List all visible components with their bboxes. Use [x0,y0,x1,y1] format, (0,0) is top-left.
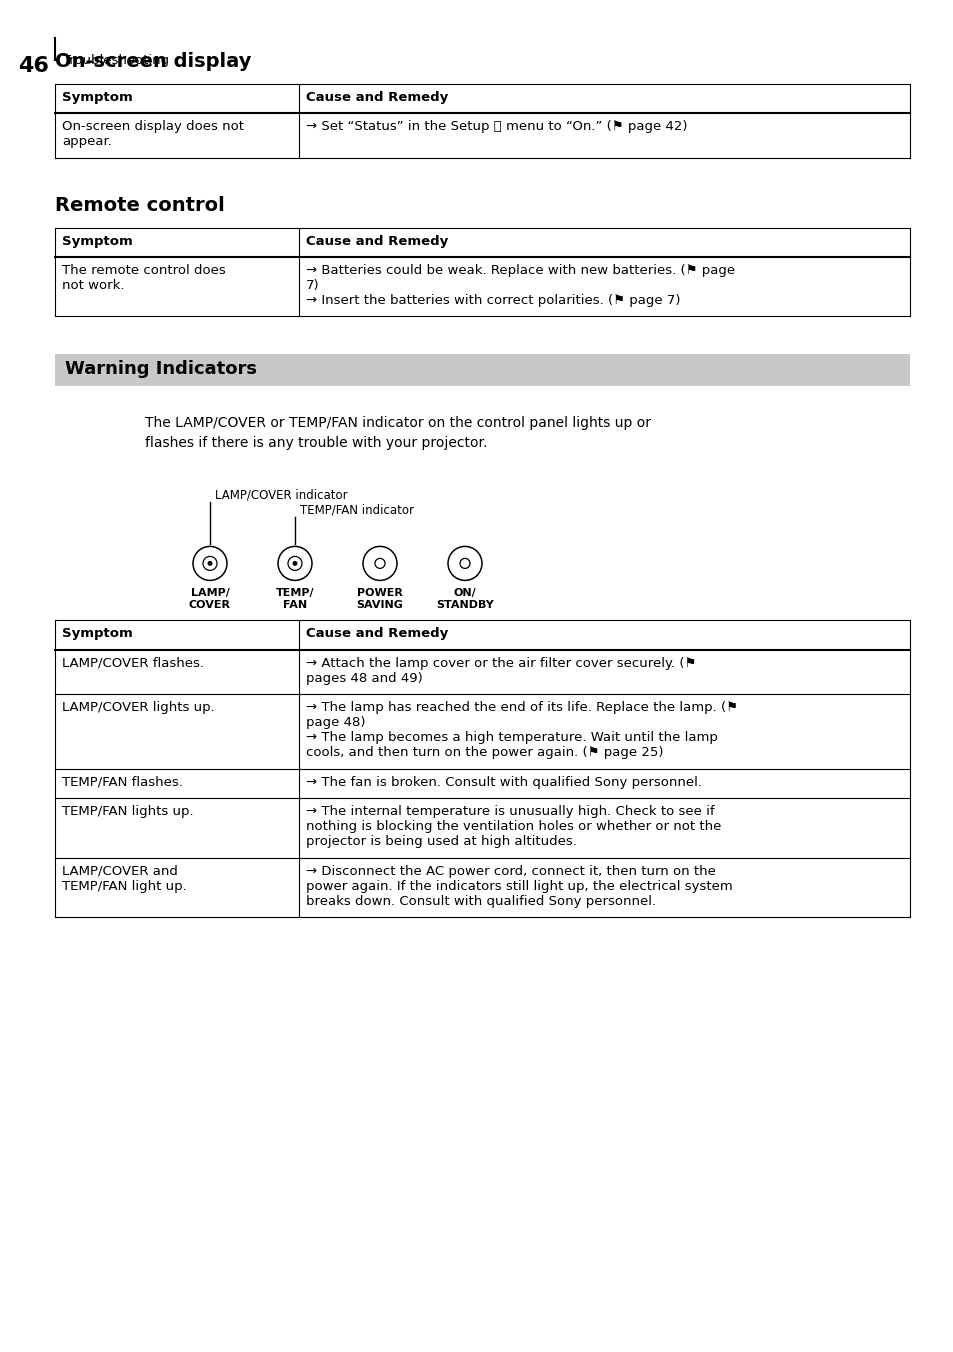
Bar [55,621,909,649]
Text: TEMP/FAN flashes.: TEMP/FAN flashes. [62,776,183,788]
Bar [55,354,909,387]
Text: 46: 46 [18,55,49,76]
Bar [55,257,909,316]
Text: → The internal temperature is unusually high. Check to see if
nothing is blockin: → The internal temperature is unusually … [305,804,720,848]
Text: Cause and Remedy: Cause and Remedy [305,235,448,247]
Bar [55,114,909,158]
Text: LAMP/COVER indicator: LAMP/COVER indicator [214,488,347,502]
Circle shape [293,561,297,566]
Text: LAMP/COVER and
TEMP/FAN light up.: LAMP/COVER and TEMP/FAN light up. [62,864,187,892]
Text: Symptom: Symptom [62,627,132,641]
Text: → Set “Status” in the Setup 🖹 menu to “On.” (⚑ page 42): → Set “Status” in the Setup 🖹 menu to “O… [305,120,686,134]
Text: → Attach the lamp cover or the air filter cover securely. (⚑
pages 48 and 49): → Attach the lamp cover or the air filte… [305,657,696,684]
Text: LAMP/COVER lights up.: LAMP/COVER lights up. [62,700,214,714]
Text: The LAMP/COVER or TEMP/FAN indicator on the control panel lights up or
flashes i: The LAMP/COVER or TEMP/FAN indicator on … [145,416,650,450]
Text: Remote control: Remote control [55,196,225,215]
Text: ON/
STANDBY: ON/ STANDBY [436,588,494,610]
Bar [55,694,909,769]
Text: TEMP/FAN indicator: TEMP/FAN indicator [299,503,414,516]
Text: → Batteries could be weak. Replace with new batteries. (⚑ page
7)
→ Insert the b: → Batteries could be weak. Replace with … [305,264,734,307]
Text: TEMP/FAN lights up.: TEMP/FAN lights up. [62,804,193,818]
Text: LAMP/
COVER: LAMP/ COVER [189,588,231,610]
Bar [55,857,909,917]
Bar [55,769,909,798]
Circle shape [208,561,213,566]
Text: TEMP/
FAN: TEMP/ FAN [275,588,314,610]
Text: Warning Indicators: Warning Indicators [65,361,256,379]
Bar [55,649,909,694]
Text: → The fan is broken. Consult with qualified Sony personnel.: → The fan is broken. Consult with qualif… [305,776,701,788]
Text: POWER
SAVING: POWER SAVING [356,588,403,610]
Text: Troubleshooting: Troubleshooting [63,54,169,68]
Text: Cause and Remedy: Cause and Remedy [305,627,448,641]
Text: The remote control does
not work.: The remote control does not work. [62,264,226,292]
Text: Cause and Remedy: Cause and Remedy [305,91,448,104]
Text: → The lamp has reached the end of its life. Replace the lamp. (⚑
page 48)
→ The : → The lamp has reached the end of its li… [305,700,737,758]
Text: Symptom: Symptom [62,235,132,247]
Bar [55,798,909,857]
Bar [55,227,909,257]
Text: LAMP/COVER flashes.: LAMP/COVER flashes. [62,657,204,669]
Text: Symptom: Symptom [62,91,132,104]
Bar [55,84,909,114]
Text: → Disconnect the AC power cord, connect it, then turn on the
power again. If the: → Disconnect the AC power cord, connect … [305,864,732,907]
Text: On-screen display does not
appear.: On-screen display does not appear. [62,120,244,149]
Text: On-screen display: On-screen display [55,51,251,72]
